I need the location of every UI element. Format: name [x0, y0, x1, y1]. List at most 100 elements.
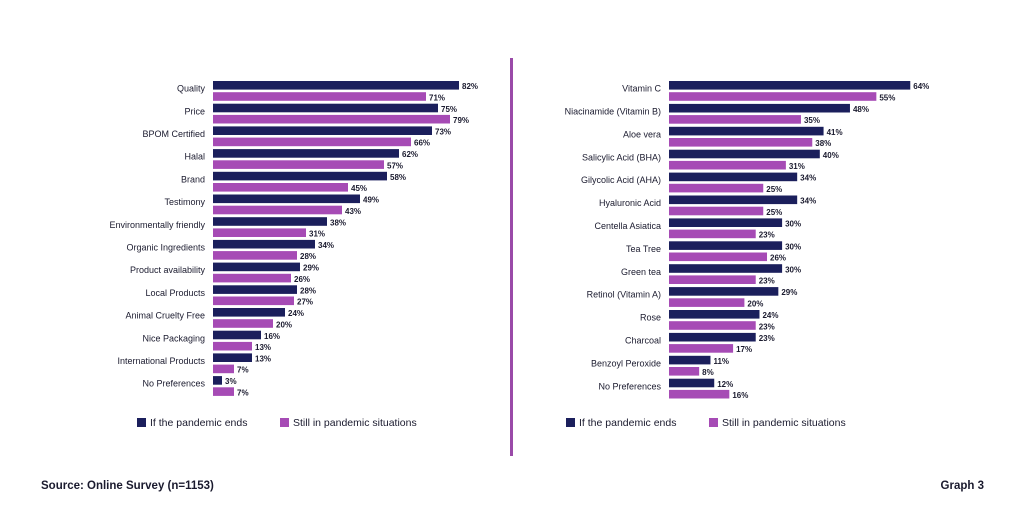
legend-label: If the pandemic ends [150, 417, 247, 429]
value-label: 13% [255, 355, 271, 364]
value-label: 25% [766, 185, 782, 194]
value-label: 40% [823, 151, 839, 160]
bar-still-pandemic [669, 298, 745, 307]
value-label: 8% [702, 368, 714, 377]
category-label: BPOM Certified [142, 129, 205, 139]
bar-still-pandemic [213, 273, 291, 283]
value-label: 17% [736, 345, 752, 354]
category-label: International Products [117, 356, 205, 366]
bar-pandemic-ends [669, 287, 779, 296]
bar-pandemic-ends [669, 310, 760, 319]
bar-pandemic-ends [669, 378, 715, 388]
bar-pandemic-ends [669, 332, 756, 342]
value-label: 73% [435, 128, 451, 137]
chart-panel-2: Vitamin C 64% 55% Niacinamide (Vitamin B) 48… [565, 81, 929, 429]
bar-still-pandemic [669, 92, 877, 101]
bar-still-pandemic [669, 367, 700, 376]
value-label: 35% [804, 116, 820, 125]
value-label: 23% [759, 334, 775, 343]
legend-swatch [137, 418, 146, 427]
value-label: 25% [766, 208, 782, 217]
bar-pandemic-ends [213, 171, 387, 181]
value-label: 3% [225, 377, 237, 386]
value-label: 45% [351, 184, 367, 193]
value-label: 28% [300, 252, 316, 261]
value-label: 7% [237, 388, 249, 397]
bar-still-pandemic [213, 137, 411, 147]
value-label: 66% [414, 139, 430, 148]
bar-pandemic-ends [669, 126, 824, 136]
bar-pandemic-ends [213, 239, 315, 249]
value-label: 23% [759, 231, 775, 240]
category-label: Rose [640, 313, 661, 323]
value-label: 30% [785, 242, 801, 251]
value-label: 30% [785, 265, 801, 274]
category-label: Vitamin C [622, 84, 661, 94]
legend-swatch [280, 418, 289, 427]
value-label: 29% [781, 288, 797, 297]
bar-pandemic-ends [213, 353, 252, 362]
bar-still-pandemic [669, 389, 730, 399]
value-label: 29% [303, 264, 319, 273]
bar-still-pandemic [669, 115, 801, 124]
value-label: 20% [276, 320, 292, 329]
bar-still-pandemic [213, 92, 426, 101]
bar-still-pandemic [669, 321, 756, 330]
bar-pandemic-ends [213, 308, 285, 317]
source-note: Source: Online Survey (n=1153) [41, 480, 214, 492]
value-label: 24% [288, 309, 304, 318]
category-label: Green tea [621, 267, 661, 277]
bar-still-pandemic [669, 183, 764, 193]
bar-pandemic-ends [213, 103, 438, 113]
graph-label: Graph 3 [940, 480, 984, 492]
category-label: Quality [177, 84, 206, 94]
category-label: No Preferences [598, 381, 661, 391]
value-label: 43% [345, 207, 361, 216]
category-label: Charcoal [625, 336, 661, 346]
bar-pandemic-ends [669, 149, 820, 159]
value-label: 58% [390, 173, 406, 182]
value-label: 13% [255, 343, 271, 352]
bar-pandemic-ends [669, 172, 798, 182]
value-label: 38% [330, 218, 346, 227]
value-label: 28% [300, 286, 316, 295]
value-label: 62% [402, 150, 418, 159]
legend-swatch [566, 418, 575, 427]
value-label: 26% [294, 275, 310, 284]
value-label: 11% [713, 357, 729, 366]
value-label: 34% [318, 241, 334, 250]
bar-still-pandemic [213, 364, 234, 374]
bar-still-pandemic [213, 205, 342, 215]
value-label: 79% [453, 116, 469, 125]
bar-still-pandemic [669, 160, 786, 170]
category-label: Local Products [145, 288, 205, 298]
category-label: Price [184, 106, 205, 116]
bar-still-pandemic [669, 252, 768, 262]
bar-pandemic-ends [213, 217, 327, 226]
bar-still-pandemic [213, 114, 450, 124]
category-label: Testimony [164, 197, 205, 207]
value-label: 16% [264, 332, 280, 341]
value-label: 23% [759, 277, 775, 286]
bar-still-pandemic [669, 275, 756, 284]
bar-still-pandemic [669, 138, 813, 147]
bar-still-pandemic [669, 344, 734, 353]
value-label: 48% [853, 105, 869, 114]
value-label: 31% [309, 230, 325, 239]
bar-still-pandemic [669, 206, 764, 216]
value-label: 38% [815, 139, 831, 148]
category-label: Centella Asiatica [594, 221, 661, 231]
chart-legend: If the pandemic ends Still in pandemic si… [566, 417, 846, 429]
bar-pandemic-ends [669, 81, 911, 90]
category-label: Tea Tree [626, 244, 661, 254]
bar-pandemic-ends [213, 126, 432, 135]
category-label: Product availability [130, 265, 206, 275]
legend-label: If the pandemic ends [579, 417, 676, 429]
category-label: Organic Ingredients [126, 243, 205, 253]
category-label: Benzoyl Peroxide [591, 358, 661, 368]
value-label: 41% [827, 128, 843, 137]
category-label: Hyaluronic Acid [599, 198, 661, 208]
value-label: 55% [879, 93, 895, 102]
value-label: 20% [747, 299, 763, 308]
